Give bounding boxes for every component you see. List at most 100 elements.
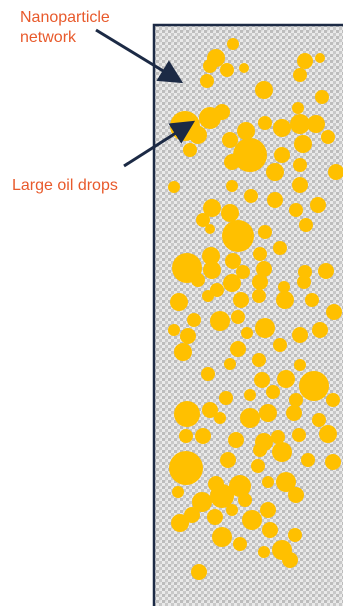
oil-drop <box>200 74 214 88</box>
oil-drop <box>276 472 296 492</box>
oil-drop <box>227 38 239 50</box>
oil-drop <box>260 502 276 518</box>
oil-drop <box>189 126 207 144</box>
panel-border <box>152 23 343 606</box>
oil-drop <box>273 119 291 137</box>
oil-drop <box>252 274 268 290</box>
oil-drop <box>242 510 262 530</box>
oil-drop <box>321 130 335 144</box>
oil-drop <box>273 241 287 255</box>
oil-drop <box>293 158 307 172</box>
oil-drop <box>258 546 270 558</box>
oil-drop <box>276 291 294 309</box>
oil-drop <box>319 425 337 443</box>
oil-drop <box>191 564 207 580</box>
oil-drop <box>252 353 266 367</box>
oil-drop <box>328 164 343 180</box>
oil-drop <box>266 385 280 399</box>
oil-drop <box>229 475 251 497</box>
oil-drop <box>294 359 306 371</box>
oil-drop <box>201 367 215 381</box>
oil-drop <box>292 428 306 442</box>
oil-drop <box>301 453 315 467</box>
oil-drop <box>297 275 311 289</box>
oil-drop <box>202 402 218 418</box>
large-oil-drops-label: Large oil drops <box>12 177 118 194</box>
oil-drop <box>231 310 245 324</box>
oil-drop <box>174 343 192 361</box>
oil-drop <box>253 443 267 457</box>
oil-drop <box>254 372 270 388</box>
oil-drop <box>237 122 255 140</box>
oil-drop <box>262 476 274 488</box>
network-arrow <box>95 28 184 84</box>
oil-drop <box>202 290 214 302</box>
oil-drop <box>267 192 283 208</box>
oil-drop <box>205 224 215 234</box>
oil-drop <box>299 218 313 232</box>
oil-drop <box>221 204 239 222</box>
oil-drop <box>233 138 267 172</box>
oil-drop <box>230 341 246 357</box>
oil-drop <box>222 220 254 252</box>
oil-drop <box>202 247 220 265</box>
oil-drop <box>292 177 308 193</box>
oil-drop <box>255 318 275 338</box>
oil-drop <box>210 283 224 297</box>
oil-drop <box>210 484 234 508</box>
nanoparticle-network-label: Nanoparticle network <box>20 9 110 46</box>
oil-drop <box>179 429 193 443</box>
oil-drop <box>289 203 303 217</box>
oil-drop <box>294 135 312 153</box>
oil-drop <box>203 261 221 279</box>
oil-drop <box>293 68 307 82</box>
oil-drop <box>233 292 249 308</box>
oil-drop <box>252 289 266 303</box>
oil-drop <box>299 371 329 401</box>
oil-drop <box>292 102 304 114</box>
oil-drop <box>223 274 241 292</box>
oil-drop <box>315 90 329 104</box>
oil-drop <box>238 493 252 507</box>
oil-drop <box>191 273 205 287</box>
oil-drop <box>214 412 226 424</box>
oil-drop <box>315 53 325 63</box>
oil-drop <box>244 389 256 401</box>
oil-drop <box>312 322 328 338</box>
oil-drop <box>222 132 238 148</box>
oil-drop <box>272 442 292 462</box>
oil-drop <box>256 261 272 277</box>
oil-drop <box>282 552 298 568</box>
oil-drop <box>277 370 295 388</box>
oil-drop <box>288 528 302 542</box>
oil-drop <box>169 451 203 485</box>
oil-drops-group <box>168 38 343 580</box>
oil-drop <box>292 327 308 343</box>
oil-drop <box>180 328 196 344</box>
oil-drop <box>195 428 211 444</box>
oil-drop <box>239 63 249 73</box>
oil-drop <box>259 404 277 422</box>
oil-drop <box>196 213 210 227</box>
oil-drop <box>325 454 341 470</box>
oil-drop <box>326 304 342 320</box>
oil-drop <box>297 53 313 69</box>
oil-drop <box>240 408 260 428</box>
oil-drop <box>305 293 319 307</box>
oil-drop <box>214 104 230 120</box>
oil-drop <box>192 492 212 512</box>
oil-drop <box>278 281 290 293</box>
oil-drop <box>262 522 278 538</box>
oil-drop <box>307 115 325 133</box>
oil-drop <box>210 311 230 331</box>
oil-drop <box>172 486 184 498</box>
oil-drop <box>266 163 284 181</box>
oil-drop <box>203 199 221 217</box>
oil-drop <box>203 59 217 73</box>
oil-drop <box>170 293 188 311</box>
oil-drop <box>174 401 200 427</box>
oil-drop <box>171 514 189 532</box>
oil-drop <box>226 504 238 516</box>
oil-drop <box>318 263 334 279</box>
